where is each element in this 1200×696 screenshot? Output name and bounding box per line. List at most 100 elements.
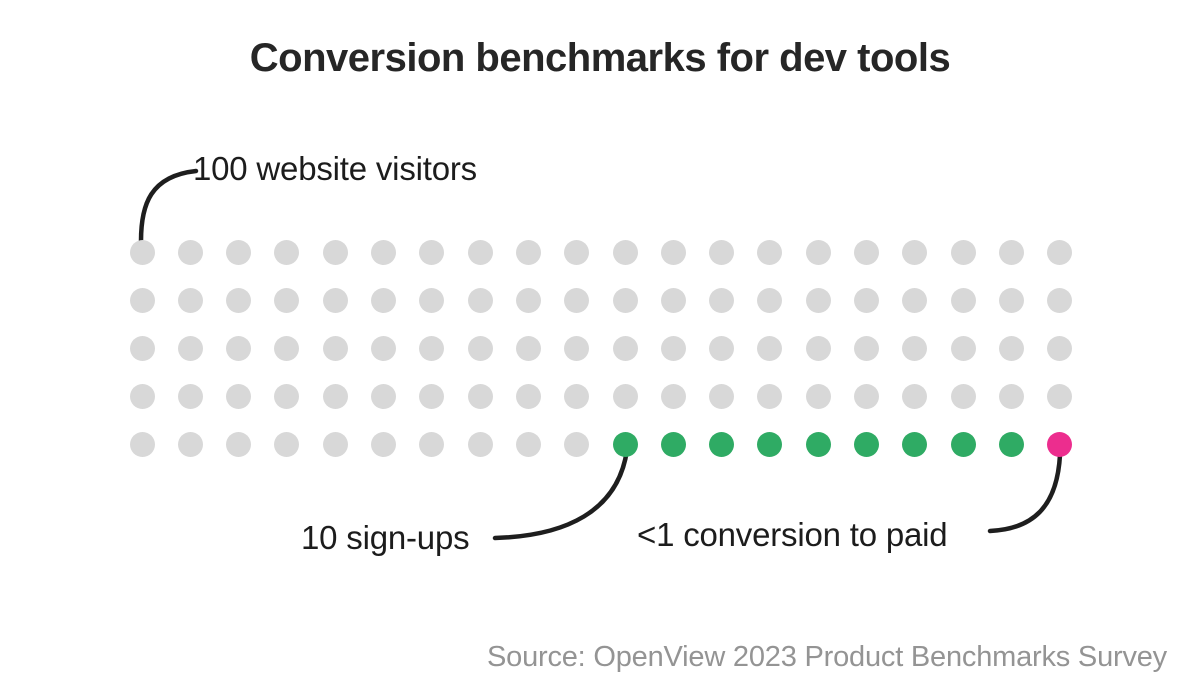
chart-title: Conversion benchmarks for dev tools [249,36,951,80]
visitor-dot [902,239,928,265]
visitor-dot [902,335,928,361]
visitor-dot [1047,287,1073,313]
signup-dot [660,431,686,457]
visitor-dot [612,239,638,265]
visitors-label: 100 website visitors [193,150,477,187]
visitor-dot [564,431,590,457]
visitor-dot [467,287,493,313]
visitor-dot [612,383,638,409]
visitor-dot [854,239,879,265]
visitor-dot [226,239,252,265]
visitor-dot [274,431,300,457]
signup-dot [998,431,1024,457]
visitor-dot [177,335,203,361]
visitor-dot [757,335,783,361]
visitor-dot [129,335,155,361]
visitor-dot [322,431,348,457]
visitor-dot [1047,335,1073,361]
signup-dot [709,431,735,457]
visitor-dot [660,383,686,409]
visitor-dot [322,239,348,265]
visitor-dot [1047,383,1073,409]
visitor-dot [709,335,735,361]
visitor-dot [854,287,879,313]
visitor-dot [177,383,203,409]
visitor-dot [564,239,590,265]
visitor-dot [950,335,976,361]
visitor-dot [322,335,348,361]
signup-dot [757,431,783,457]
visitor-dot [419,431,445,457]
visitor-dot [612,287,638,313]
signup-dot [854,431,879,457]
visitor-dot [564,287,590,313]
visitor-dot [226,383,252,409]
visitor-dot [902,287,928,313]
visitor-dot [515,239,541,265]
visitor-dot [129,239,155,265]
visitor-dot [757,287,783,313]
visitor-dot [660,239,686,265]
visitor-dot [612,335,638,361]
paid-dot [1047,431,1073,457]
visitor-dot [709,383,735,409]
visitor-dot [371,287,396,313]
visitor-dot [854,335,879,361]
visitor-dot [998,287,1024,313]
visitor-dot [515,431,541,457]
visitor-dot [274,335,300,361]
visitor-dot [274,383,300,409]
visitor-dot [129,431,155,457]
signups-connector-line [492,447,630,541]
visitor-dot [998,335,1024,361]
visitor-dot [805,383,831,409]
visitor-dot [322,383,348,409]
visitors-connector-line [138,168,199,244]
visitor-dot [515,287,541,313]
visitor-dot [177,239,203,265]
visitor-dot [805,287,831,313]
visitor-dot [564,383,590,409]
visitor-dot [805,239,831,265]
visitor-dot [515,335,541,361]
signup-dot [612,431,638,457]
visitor-dot [998,239,1024,265]
visitor-dot [757,383,783,409]
visitor-dot [274,287,300,313]
visitor-dot [709,287,735,313]
visitor-dot [950,239,976,265]
visitor-dot [419,383,445,409]
paid-connector-line [987,452,1063,534]
visitor-dot [226,287,252,313]
paid-label: <1 conversion to paid [637,516,948,553]
visitor-dot [467,431,493,457]
source-caption: Source: OpenView 2023 Product Benchmarks… [487,641,1167,673]
visitor-dot [854,383,879,409]
signups-label: 10 sign-ups [301,519,470,556]
visitor-dot [757,239,783,265]
visitor-dot [467,335,493,361]
visitor-dot [177,431,203,457]
visitor-dot [902,383,928,409]
visitor-dot [419,335,445,361]
visitor-dot [805,335,831,361]
visitor-dot [226,431,252,457]
visitor-dot [950,383,976,409]
visitor-dot [998,383,1024,409]
visitor-dot [467,383,493,409]
signup-dot [805,431,831,457]
visitor-dot [322,287,348,313]
visitor-dot [371,239,396,265]
visitor-dot [419,287,445,313]
visitor-dot [515,383,541,409]
signup-dot [902,431,928,457]
visitor-dot [371,335,396,361]
visitor-dot [950,287,976,313]
visitor-dot [660,335,686,361]
visitor-dot [226,335,252,361]
visitor-dot [419,239,445,265]
visitor-dot [129,383,155,409]
signup-dot [950,431,976,457]
